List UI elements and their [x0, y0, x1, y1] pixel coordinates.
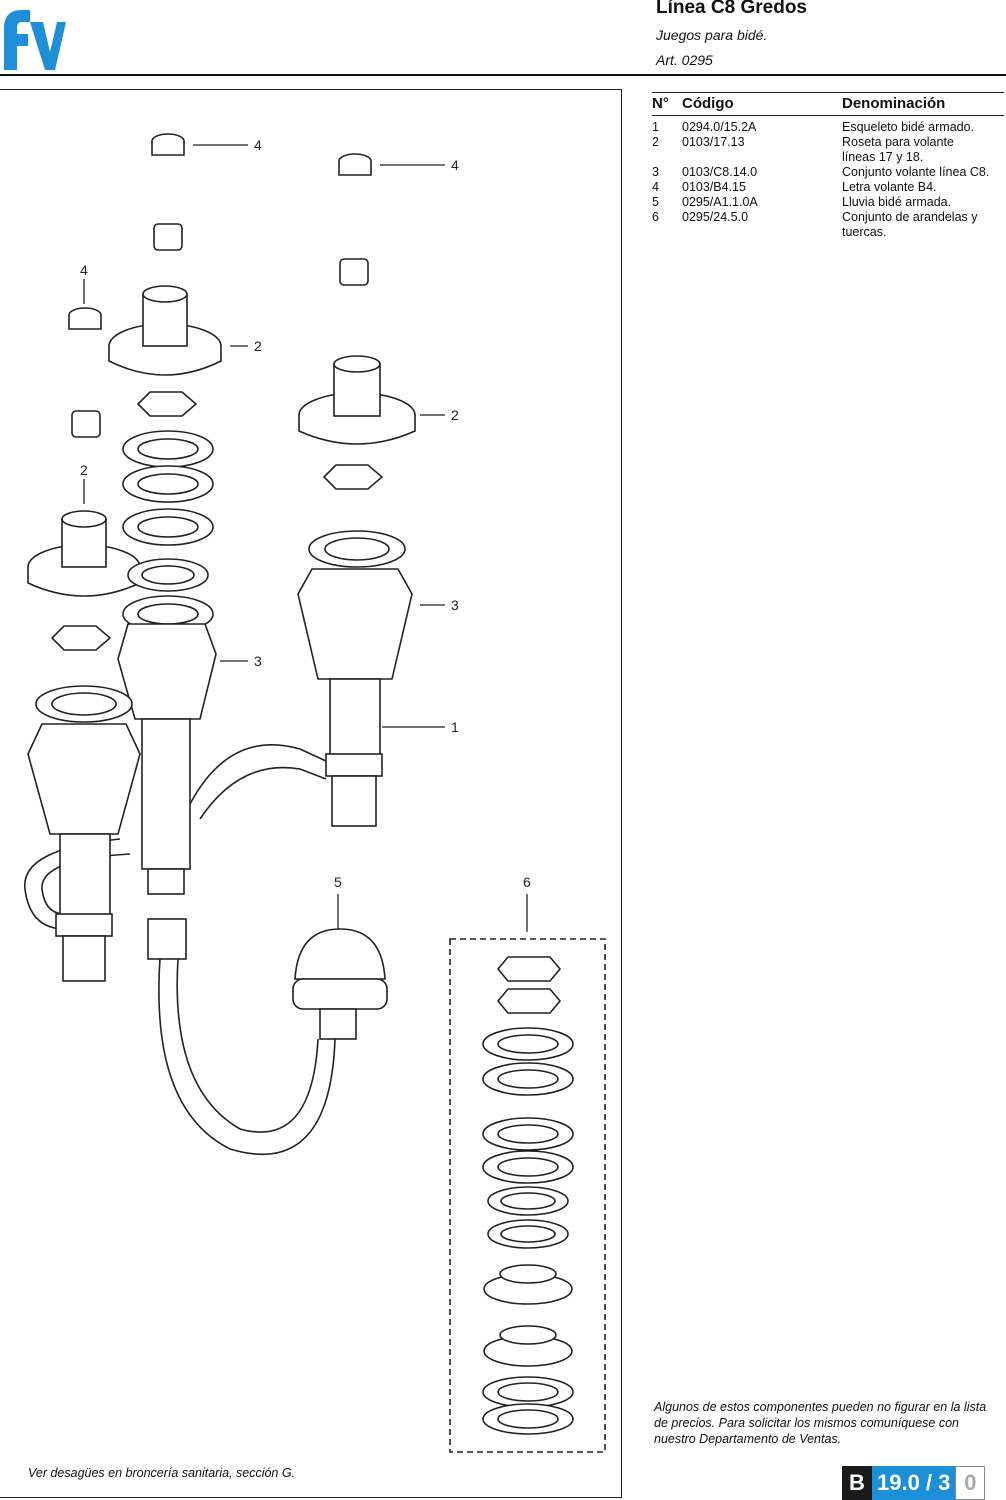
row-name: Esqueleto bidé armado. — [842, 120, 975, 134]
col-header-name: Denominación — [842, 92, 1004, 116]
table-row: 2 0103/17.13 Roseta para volante líneas … — [652, 135, 1004, 165]
callout-leaders — [83, 144, 528, 932]
row-code: 0103/17.13 — [682, 135, 745, 149]
shower-head-part — [147, 918, 388, 1155]
row-name: Roseta para volante líneas 17 y 18. — [842, 135, 954, 164]
hex-nut-part — [50, 391, 384, 651]
row-code: 0295/24.5.0 — [682, 210, 749, 224]
washer-stack-center — [122, 430, 214, 592]
page-number: 19.0 / 3 — [872, 1466, 956, 1500]
cap-part — [68, 133, 372, 330]
callout-label: 4 — [254, 137, 262, 153]
availability-note: Algunos de estos componentes pueden no f… — [654, 1400, 987, 1446]
handle-center — [117, 595, 217, 895]
row-code: 0295/A1.1.0A — [682, 195, 758, 209]
footer-note: Ver desagües en broncería sanitaria, sec… — [28, 1466, 296, 1480]
parts-table: N° Código Denominación 1 0294.0/15.2A Es… — [652, 92, 1004, 240]
table-row: 1 0294.0/15.2A Esqueleto bidé armado. — [652, 116, 1004, 136]
table-row: 4 0103/B4.15 Letra volante B4. — [652, 180, 1004, 195]
drawing-frame — [0, 89, 622, 1498]
row-name: Conjunto de arandelas y tuercas. — [842, 210, 978, 239]
callout-labels: 4 4 4 2 2 2 3 3 1 5 6 — [80, 137, 531, 890]
table-row: 5 0295/A1.1.0A Lluvia bidé armada. — [652, 195, 1004, 210]
handle-left — [27, 685, 141, 982]
small-nut-part — [71, 223, 369, 438]
row-name: Lluvia bidé armada. — [842, 195, 952, 209]
page-number-badge: B 19.0 / 3 0 — [842, 1466, 986, 1500]
col-header-number: N° — [652, 92, 682, 116]
handle-right — [297, 530, 413, 827]
callout-label: 2 — [451, 407, 459, 423]
row-code: 0103/B4.15 — [682, 180, 746, 194]
rosette-part — [27, 285, 416, 597]
row-name: Letra volante B4. — [842, 180, 937, 194]
callout-label: 6 — [523, 874, 531, 890]
article-number: Art. 0295 — [656, 52, 713, 68]
callout-label: 2 — [254, 338, 262, 354]
page-title: Línea C8 Gredos — [656, 0, 807, 18]
row-code: 0103/C8.14.0 — [682, 165, 758, 179]
page-subtitle: Juegos para bidé. — [656, 27, 768, 43]
callout-label: 4 — [451, 157, 459, 173]
fv-logo — [4, 10, 66, 70]
row-number: 5 — [652, 195, 659, 209]
row-number: 4 — [652, 180, 659, 194]
callout-label: 5 — [334, 874, 342, 890]
table-row: 3 0103/C8.14.0 Conjunto volante línea C8… — [652, 165, 1004, 180]
callout-label: 3 — [254, 653, 262, 669]
row-number: 1 — [652, 120, 659, 134]
row-number: 3 — [652, 165, 659, 179]
callout-label: 2 — [80, 462, 88, 478]
row-name: Conjunto volante línea C8. — [842, 165, 990, 179]
table-row: 6 0295/24.5.0 Conjunto de arandelas y tu… — [652, 210, 1004, 240]
row-number: 2 — [652, 135, 659, 149]
exploded-diagram: 4 4 4 2 2 2 3 3 1 5 6 — [24, 133, 606, 1453]
callout-label: 3 — [451, 597, 459, 613]
page-suffix: 0 — [955, 1466, 986, 1500]
page-section: B — [842, 1466, 872, 1500]
callout-label: 1 — [451, 719, 459, 735]
col-header-code: Código — [682, 92, 842, 116]
header-divider — [0, 74, 1006, 76]
callout-label: 4 — [80, 262, 88, 278]
washer-kit-part — [449, 938, 606, 1453]
row-code: 0294.0/15.2A — [682, 120, 757, 134]
row-number: 6 — [652, 210, 659, 224]
